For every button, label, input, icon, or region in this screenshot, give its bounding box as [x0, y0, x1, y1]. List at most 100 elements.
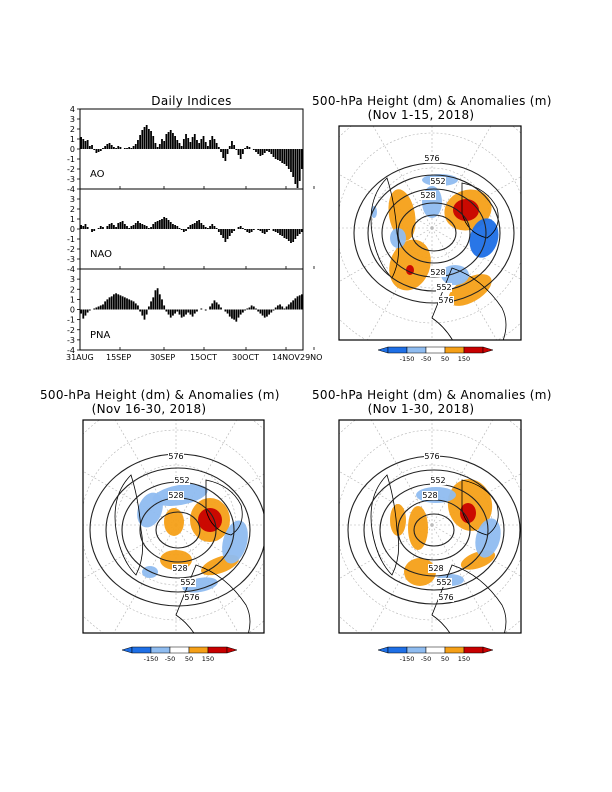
index-bar [137, 221, 139, 229]
colorbar-segment [444, 346, 465, 354]
index-bar [244, 309, 246, 311]
contour-label-bg [430, 177, 446, 186]
index-bar [141, 224, 144, 229]
index-bar [134, 223, 137, 229]
index-bar [261, 229, 264, 233]
anomaly-region [469, 218, 499, 258]
index-bar [112, 294, 115, 310]
index-bar [274, 307, 277, 310]
index-bar [80, 225, 82, 229]
index-bar [215, 143, 218, 149]
index-bar [217, 229, 220, 232]
index-bar [244, 229, 246, 230]
y-tick-label: -3 [67, 175, 75, 184]
index-bar [178, 143, 181, 149]
index-bar [261, 149, 264, 155]
meridian-line [339, 173, 433, 229]
anomaly-region [222, 520, 248, 564]
index-bar [222, 229, 225, 238]
contour-label: 528 [168, 491, 183, 500]
index-bar [158, 294, 161, 310]
meridian-line [431, 473, 521, 526]
index-bar [294, 149, 297, 184]
index-bar [261, 309, 264, 316]
map-content: 576 552 528 528 552 576 [83, 420, 264, 633]
anomaly-region [448, 274, 492, 306]
index-bar [117, 294, 120, 310]
contour-label-bg [430, 476, 446, 485]
map-panel: 576 552 528 528 552 576 -150 -50 50 150 [82, 419, 265, 663]
index-bar [126, 298, 128, 310]
index-bar [104, 301, 107, 310]
contour-label: 576 [184, 593, 199, 602]
index-bar [147, 306, 150, 310]
contour-label: 576 [438, 593, 453, 602]
index-bar [106, 144, 109, 149]
index-bar [198, 220, 201, 229]
index-bar [287, 149, 290, 169]
index-bar [268, 309, 271, 315]
index-bar [215, 302, 218, 310]
index-bar [176, 226, 179, 229]
index-bar [123, 297, 126, 310]
index-bar [169, 130, 172, 149]
index-bar [290, 149, 292, 172]
index-bar [283, 308, 286, 310]
contour-label-bg [430, 268, 446, 277]
contour-label: 552 [174, 476, 189, 485]
index-bar [294, 229, 297, 239]
index-bar [196, 140, 198, 149]
anomaly-region [408, 506, 428, 550]
index-bar [134, 303, 137, 310]
index-bar [224, 229, 227, 242]
y-tick-label: -3 [67, 336, 75, 345]
contour-label-bg [184, 593, 200, 602]
map3-period: (Nov 1-30, 2018) [367, 402, 475, 416]
index-bar [296, 229, 299, 236]
index-bar [237, 227, 240, 229]
index-bar [161, 139, 163, 149]
anomaly-region [390, 504, 406, 536]
colorbar-segment [463, 646, 484, 654]
height-contour [105, 467, 251, 593]
index-bar [276, 149, 279, 160]
latitude-circle [83, 429, 264, 621]
colorbar-label: -150 [400, 655, 415, 663]
index-bar [296, 296, 299, 310]
index-bar [119, 295, 122, 310]
height-contour [413, 513, 455, 547]
index-bar [176, 140, 179, 149]
colorbar-segment [131, 646, 152, 654]
index-bar [161, 219, 163, 229]
index-bar [292, 149, 295, 177]
y-tick-label: 1 [70, 215, 75, 224]
index-bar [193, 223, 196, 229]
colorbar-label: 150 [202, 655, 214, 663]
index-bar [283, 229, 286, 238]
index-bar [88, 146, 91, 149]
x-tick-label: 30SEP [150, 353, 175, 362]
index-bar [117, 223, 120, 229]
meridian-line [83, 524, 177, 580]
contour-label: 552 [436, 578, 451, 587]
index-bar [301, 149, 303, 169]
index-bar [270, 149, 273, 154]
index-bar [215, 228, 218, 229]
y-tick-label: 2 [70, 205, 75, 214]
coastline [431, 267, 507, 340]
index-bar [137, 140, 139, 149]
index-bar [86, 227, 89, 229]
coastline [370, 474, 400, 576]
index-bar [112, 225, 115, 229]
index-bar [301, 294, 303, 310]
index-bar [255, 308, 257, 310]
index-bar [279, 304, 281, 310]
index-bar [165, 218, 168, 229]
index-bar [207, 228, 209, 229]
index-bar [285, 229, 288, 239]
index-bar [209, 140, 211, 149]
index-bar [187, 227, 190, 229]
meridian-line [431, 524, 495, 633]
meridian-line [431, 176, 521, 229]
index-bar [110, 145, 113, 149]
